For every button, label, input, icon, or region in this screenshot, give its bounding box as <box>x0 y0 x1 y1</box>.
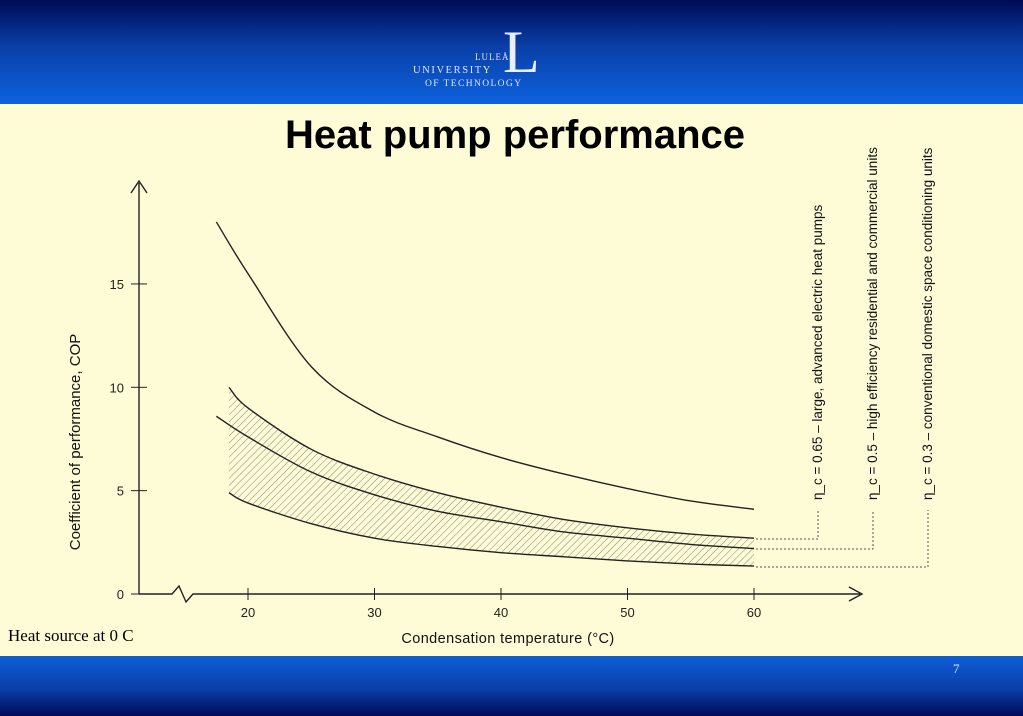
university-logo: LULEÅ UNIVERSITY OF TECHNOLOGY L <box>405 22 565 94</box>
annotation-label: η_c = 0.5 – high efficiency residential … <box>865 147 880 500</box>
logo-line-1: LULEÅ <box>475 52 510 62</box>
series-line-0 <box>215 221 755 510</box>
logo-line-2: UNIVERSITY <box>413 65 492 76</box>
annotation-label: η_c = 0.3 – conventional domestic space … <box>920 147 935 500</box>
x-tick-label: 60 <box>747 605 761 620</box>
slide-header: LULEÅ UNIVERSITY OF TECHNOLOGY L <box>0 0 1023 104</box>
series-line-3 <box>215 415 755 550</box>
slide-title: Heat pump performance <box>284 113 746 157</box>
x-tick-label: 40 <box>494 605 508 620</box>
annotation-label: η_c = 0.65 – large, advanced electric he… <box>810 204 825 500</box>
annotation-leader <box>756 510 874 550</box>
y-axis <box>130 179 148 594</box>
x-tick-label: 30 <box>367 605 381 620</box>
annotation-leader <box>756 510 819 540</box>
series-line-2 <box>228 492 755 567</box>
logo-line-3: OF TECHNOLOGY <box>425 79 523 89</box>
x-tick-label: 50 <box>620 605 634 620</box>
annotation-leader <box>756 510 929 568</box>
logo-letter: L <box>503 19 540 85</box>
slide-footer <box>0 656 1023 716</box>
y-axis-label: Coefficient of performance, COP <box>67 334 84 551</box>
x-tick-label: 20 <box>241 605 255 620</box>
x-axis <box>139 584 864 604</box>
y-tick-label: 5 <box>117 484 124 499</box>
chart-caption: Heat source at 0 C <box>8 626 134 645</box>
y-tick-label: 10 <box>110 380 124 395</box>
series-line-1 <box>228 386 755 539</box>
x-axis-label: Condensation temperature (°C) <box>401 631 614 647</box>
y-tick-label: 15 <box>110 277 124 292</box>
cop-chart: 0 5 10 15 20 30 40 50 60 η_c = 0.65 – large, adv… <box>67 147 935 647</box>
page-number: 7 <box>953 661 960 676</box>
y-tick-label: 0 <box>117 587 124 602</box>
shaded-band <box>229 387 754 567</box>
